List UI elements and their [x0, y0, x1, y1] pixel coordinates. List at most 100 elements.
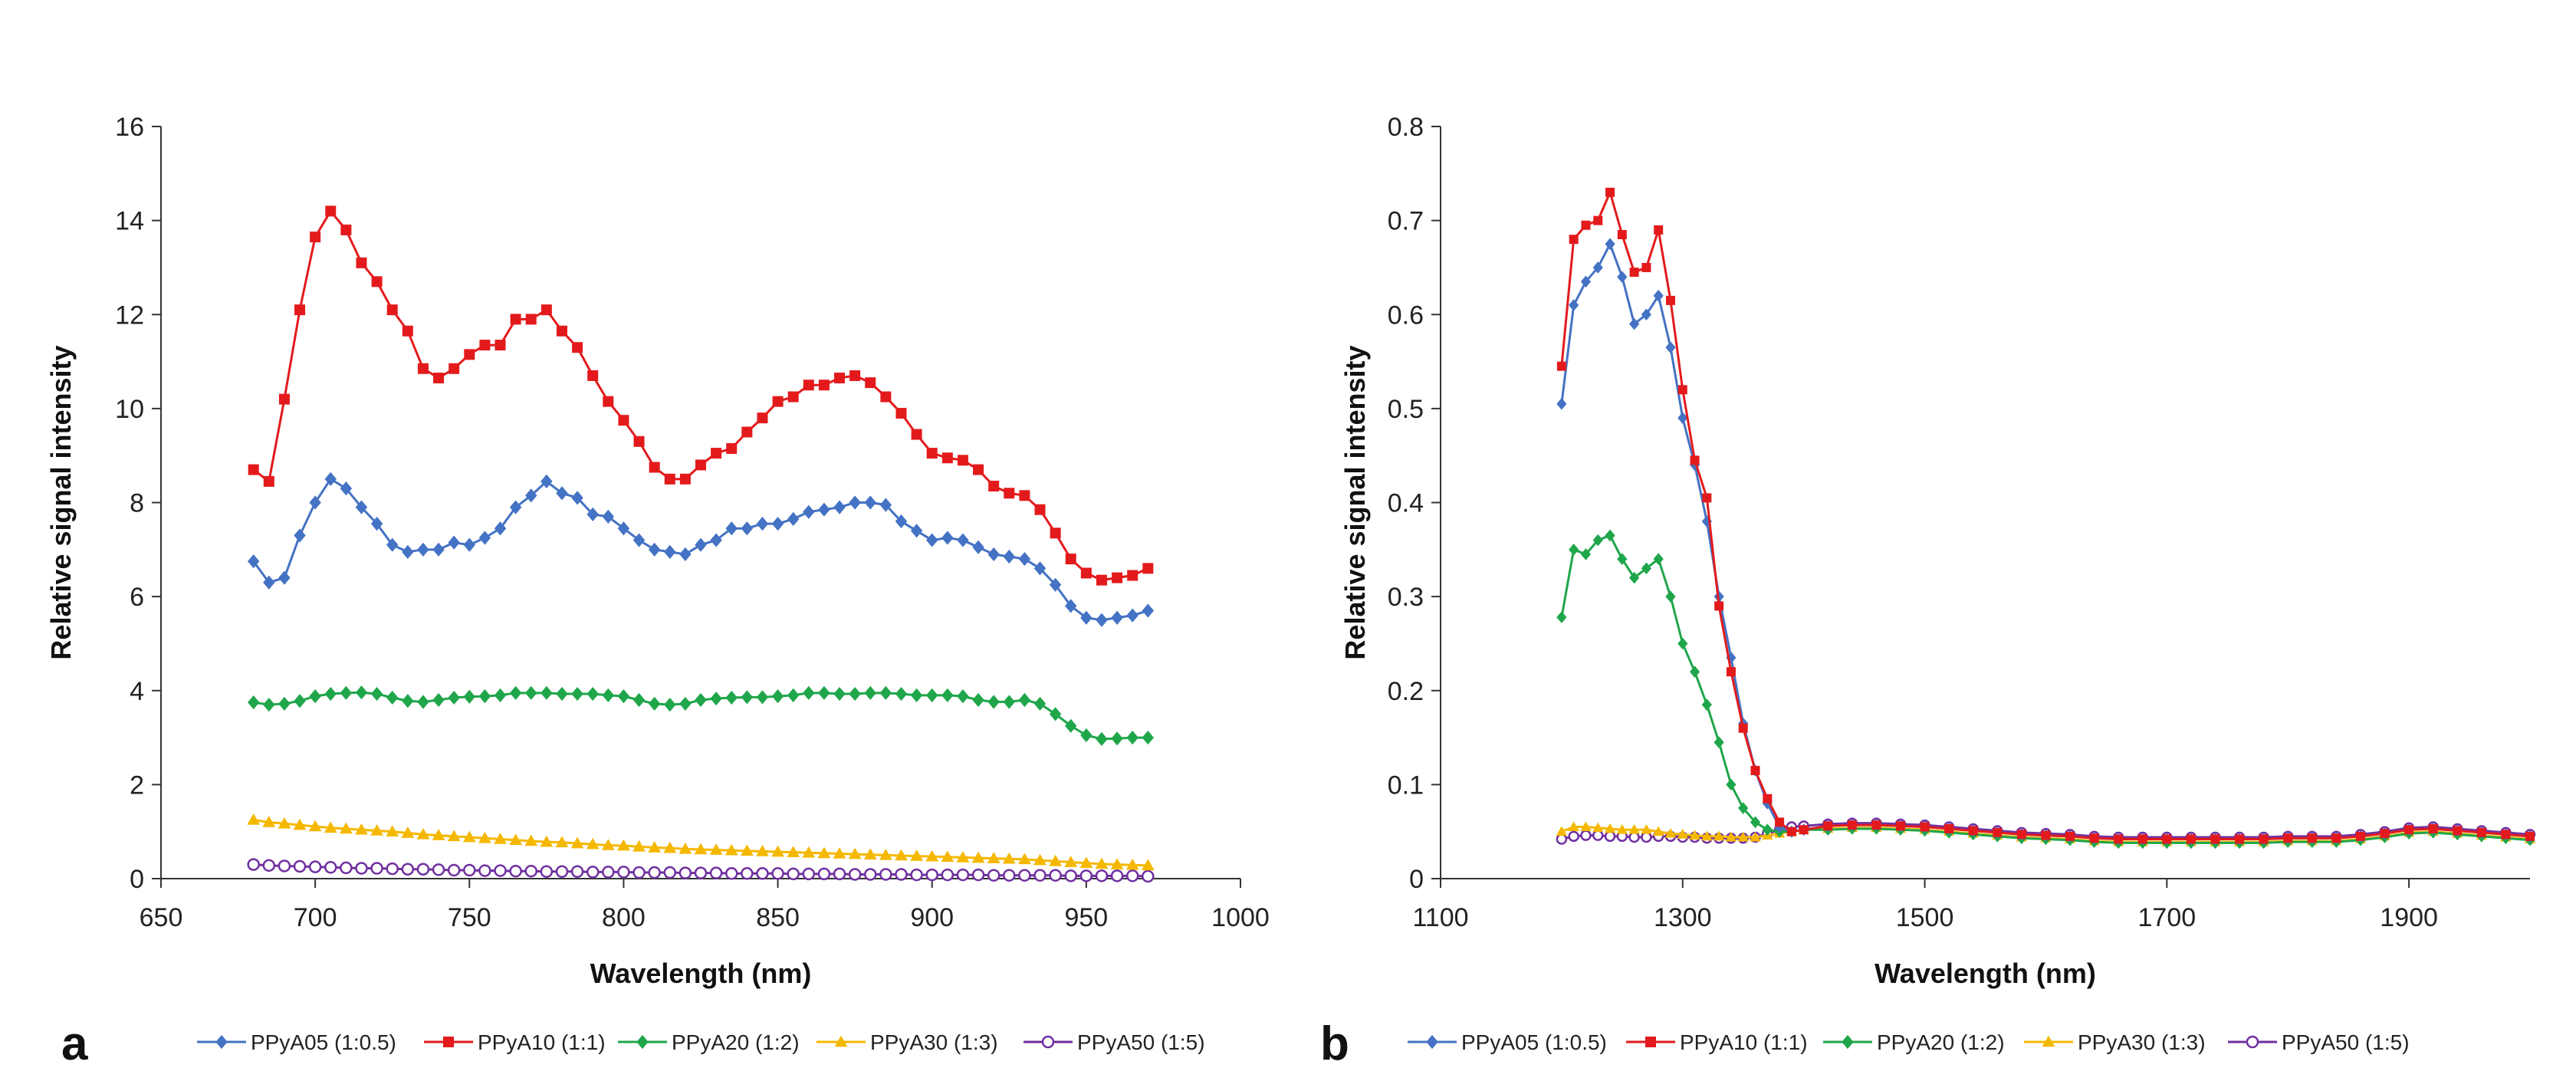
x-tick-label: 850 [756, 903, 800, 932]
data-point [695, 459, 706, 471]
data-point [664, 698, 676, 712]
data-point [925, 849, 939, 862]
data-point [370, 686, 383, 702]
legend-marker [215, 1034, 228, 1050]
data-point [294, 304, 306, 316]
y-tick-label: 10 [115, 395, 144, 424]
data-point [757, 412, 768, 424]
data-point [2137, 834, 2147, 844]
data-point [740, 844, 754, 856]
x-tick-label: 1100 [1412, 903, 1468, 932]
data-point [926, 688, 938, 702]
series-line [252, 209, 1148, 582]
data-point [324, 861, 337, 874]
data-point [1653, 553, 1664, 565]
data-point [540, 835, 554, 847]
data-point [648, 841, 662, 853]
data-point [586, 837, 600, 849]
data-point [478, 531, 491, 545]
data-point [1112, 572, 1123, 583]
data-point [510, 314, 521, 325]
data-point [1702, 493, 1712, 503]
data-point [1064, 869, 1077, 882]
data-point [957, 533, 969, 547]
data-point [880, 391, 892, 403]
data-point [1568, 821, 1579, 831]
data-point [540, 685, 553, 700]
data-point [911, 429, 922, 440]
data-point [1763, 794, 1773, 803]
data-point [1665, 295, 1675, 305]
data-point [448, 535, 460, 550]
data-point [1629, 317, 1640, 330]
data-point [987, 869, 1001, 882]
data-point [711, 448, 722, 459]
data-point [433, 373, 445, 384]
panel-label: b [1320, 1017, 1349, 1070]
data-point [524, 834, 538, 846]
y-tick-label: 0.4 [1388, 489, 1424, 518]
data-point [278, 696, 291, 711]
data-point [741, 690, 754, 705]
data-point [895, 514, 908, 529]
data-point [1823, 821, 1833, 831]
y-tick-label: 0.5 [1388, 395, 1424, 424]
data-point [355, 685, 368, 700]
data-point [1080, 567, 1092, 579]
data-point [601, 839, 615, 850]
data-point [849, 686, 861, 702]
data-point [1604, 830, 1616, 843]
data-point [1775, 817, 1785, 827]
data-point [663, 841, 677, 853]
data-point [401, 863, 415, 876]
data-point [2089, 833, 2099, 843]
data-point [756, 845, 769, 856]
data-point [463, 537, 475, 552]
data-point [834, 373, 846, 384]
data-point [818, 685, 830, 700]
data-point [602, 688, 615, 702]
legend-marker [1426, 1034, 1438, 1050]
data-point [617, 866, 630, 879]
data-point [309, 495, 321, 510]
data-point [1065, 554, 1076, 565]
data-point [973, 464, 984, 475]
data-point [2210, 834, 2220, 844]
data-point [356, 257, 367, 268]
data-point [864, 685, 876, 700]
data-point [1725, 831, 1737, 842]
data-point [865, 377, 876, 389]
data-point [709, 866, 723, 879]
data-point [1110, 869, 1124, 882]
legend-marker [1645, 1037, 1656, 1047]
data-point [648, 866, 661, 879]
data-point [464, 349, 475, 360]
data-point [478, 689, 491, 704]
series-ppya20 [1556, 529, 2535, 849]
series-ppya10 [248, 205, 1154, 586]
data-point [370, 516, 383, 531]
data-point [1944, 824, 1954, 834]
data-point [1033, 561, 1046, 576]
data-point [895, 849, 908, 861]
data-point [1738, 723, 1748, 733]
data-point [2259, 834, 2269, 844]
data-point [987, 547, 1000, 562]
data-point [1690, 455, 1700, 465]
data-point [432, 829, 445, 840]
data-point [632, 840, 646, 852]
data-point [1895, 821, 1905, 831]
data-point [1592, 822, 1604, 833]
data-point [586, 507, 599, 521]
data-point [1654, 225, 1664, 235]
data-point [371, 276, 383, 288]
data-point [1641, 562, 1652, 575]
data-point [941, 868, 955, 882]
data-point [1556, 833, 1568, 845]
data-point [324, 821, 337, 833]
data-point [771, 516, 784, 531]
data-point [1762, 823, 1773, 836]
data-point [771, 845, 784, 857]
data-point [879, 848, 892, 860]
data-point [278, 817, 291, 829]
